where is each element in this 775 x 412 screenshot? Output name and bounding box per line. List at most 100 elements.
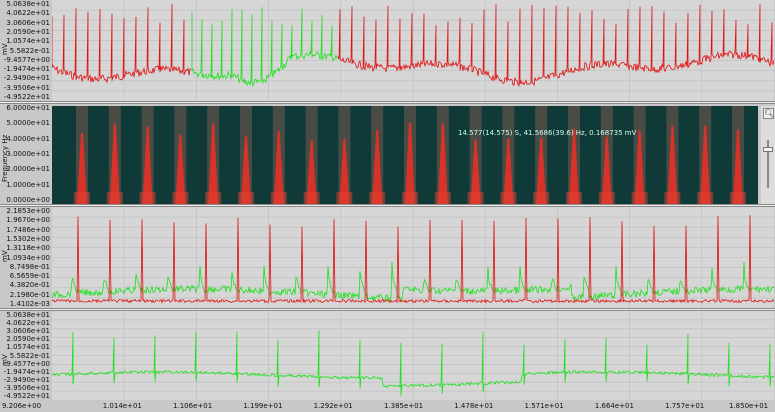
y-tick-label: 4.0622e+01	[6, 9, 50, 18]
y-tick-label: 1.3118e+00	[6, 244, 50, 253]
x-tick-label: 9.206e+00	[2, 402, 42, 410]
spectral-base	[402, 192, 418, 204]
panel-divider[interactable]	[0, 308, 775, 311]
spectrogram-plot[interactable]: 14.577(14.575) S, 41.5686(39.6) Hz, 0.16…	[52, 106, 758, 204]
x-tick-label: 1.292e+01	[313, 402, 353, 410]
y-tick-label: 3.0000e+01	[6, 150, 50, 158]
y-tick-label: 6.5659e-01	[9, 272, 50, 281]
spectral-base	[533, 192, 550, 204]
y-tick-label: 8.7498e-01	[9, 262, 50, 271]
y-tick-label: -4.9522e+01	[3, 392, 50, 400]
y-tick-label: -2.9490e+01	[3, 74, 50, 83]
spectral-peak	[372, 129, 383, 204]
spectral-peak	[569, 128, 579, 204]
gain-slider-track[interactable]	[767, 140, 769, 188]
x-tick-label: 1.850e+01	[729, 402, 769, 410]
spectral-peak	[470, 139, 481, 204]
overlay-trace-panel: 2.1853e+00 1.9670e+00 1.7486e+00 1.5302e+00…	[0, 207, 775, 308]
y-tick-label: -2.9490e+01	[3, 375, 50, 384]
spectral-peak	[405, 122, 415, 204]
panel-divider[interactable]	[0, 204, 775, 207]
y-tick-label: 5.5822e-01	[9, 351, 50, 360]
spectral-base	[238, 192, 254, 204]
y-tick-label: 2.1853e+00	[6, 207, 50, 215]
top-trace-plot[interactable]	[52, 0, 774, 101]
spectral-base	[106, 192, 123, 204]
cursor-readout: 14.577(14.575) S, 41.5686(39.6) Hz, 0.16…	[458, 129, 637, 137]
trace-green	[52, 330, 774, 396]
spectral-base	[664, 192, 681, 204]
spectral-base	[631, 192, 648, 204]
y-tick-label: 2.0590e+01	[6, 335, 50, 344]
y-tick-label: 1.0574e+01	[6, 343, 50, 352]
spectral-peak	[339, 138, 350, 204]
magnifier-icon[interactable]: 🔍︎	[763, 108, 775, 119]
y-tick-label: 0.0000e+00	[6, 196, 50, 204]
spectral-base	[697, 192, 714, 204]
y-tick-label: 4.0622e+01	[6, 319, 50, 328]
y-tick-label: 1.5302e+00	[6, 234, 50, 243]
y-tick-label: 2.0590e+01	[6, 27, 50, 36]
y-tick-label: 5.0000e+01	[6, 119, 50, 128]
x-tick-label: 1.199e+01	[243, 402, 283, 410]
y-tick-label: -9.4577e+00	[3, 55, 50, 64]
x-tick-label: 1.106e+01	[173, 402, 213, 410]
spectral-peak	[109, 123, 120, 204]
spectral-base	[270, 192, 287, 204]
spectral-base	[369, 192, 386, 204]
spectral-peak	[634, 130, 645, 204]
spectral-base	[500, 192, 517, 204]
top-trace-y-axis: 5.0638e+01 4.0622e+01 3.0606e+01 2.0590e+01…	[0, 0, 52, 101]
trace-red-segment	[52, 3, 191, 84]
spectral-base	[205, 192, 222, 204]
x-tick-label: 1.014e+01	[102, 402, 142, 410]
trace-green-segment	[191, 7, 338, 88]
spectral-base	[467, 192, 484, 204]
x-tick-label: 1.571e+01	[524, 402, 564, 410]
spectral-base	[303, 192, 320, 204]
y-tick-label: -4.9522e+01	[3, 93, 50, 101]
y-tick-label: -1.9474e+01	[3, 367, 50, 376]
spectral-peak	[208, 123, 219, 204]
x-tick-label: 1.385e+01	[383, 402, 424, 410]
top-trace-panel: 5.0638e+01 4.0622e+01 3.0606e+01 2.0590e+01…	[0, 0, 775, 101]
spectrogram-panel: 6.0000e+01 5.0000e+01 4.0000e+01 3.0000e+01…	[0, 104, 775, 204]
spectral-peak	[733, 129, 743, 204]
spectral-peak	[273, 130, 284, 204]
spectral-base	[74, 192, 90, 204]
y-tick-label: 6.0000e+01	[6, 104, 50, 112]
x-tick-label: 1.664e+01	[594, 402, 634, 410]
trace-red	[52, 215, 774, 304]
y-tick-label: 1.9670e+00	[6, 216, 50, 225]
spectral-base	[139, 192, 156, 204]
spectral-base	[598, 192, 615, 204]
bottom-trace-panel: 5.0638e+01 4.0622e+01 3.0606e+01 2.0590e+01…	[0, 311, 775, 400]
spectral-base	[336, 192, 353, 204]
y-tick-label: 5.0638e+01	[6, 311, 50, 319]
top-trace-unit: mV	[1, 43, 9, 55]
spectral-peak	[241, 135, 251, 204]
overlay-trace-plot[interactable]	[52, 207, 774, 308]
spectral-peak	[536, 137, 547, 204]
y-tick-label: 1.0934e+00	[6, 253, 50, 262]
spectrogram-unit: Frequency Hz	[1, 134, 9, 182]
bottom-trace-plot[interactable]	[52, 311, 774, 400]
gain-slider-thumb[interactable]	[763, 147, 773, 152]
spectral-peak	[306, 140, 317, 204]
y-tick-label: 2.0000e+01	[6, 165, 50, 174]
panel-divider[interactable]	[0, 101, 775, 104]
y-tick-label: 5.5822e-01	[9, 46, 50, 55]
bottom-trace-unit: mV	[1, 354, 9, 366]
spectral-peak	[142, 126, 153, 204]
y-tick-label: 4.3820e-01	[9, 281, 50, 290]
y-tick-label: 5.0638e+01	[6, 0, 50, 8]
spectral-base	[434, 192, 451, 204]
y-tick-label: -3.9506e+01	[3, 83, 50, 92]
y-tick-label: 1.7486e+00	[6, 225, 50, 234]
y-tick-label: 2.1980e-01	[9, 290, 50, 299]
y-tick-label: 1.0574e+01	[6, 37, 50, 46]
spectral-base	[730, 192, 746, 204]
spectral-peak	[503, 138, 514, 204]
y-tick-label: 3.0606e+01	[6, 18, 50, 27]
x-tick-label: 1.757e+01	[665, 402, 705, 410]
